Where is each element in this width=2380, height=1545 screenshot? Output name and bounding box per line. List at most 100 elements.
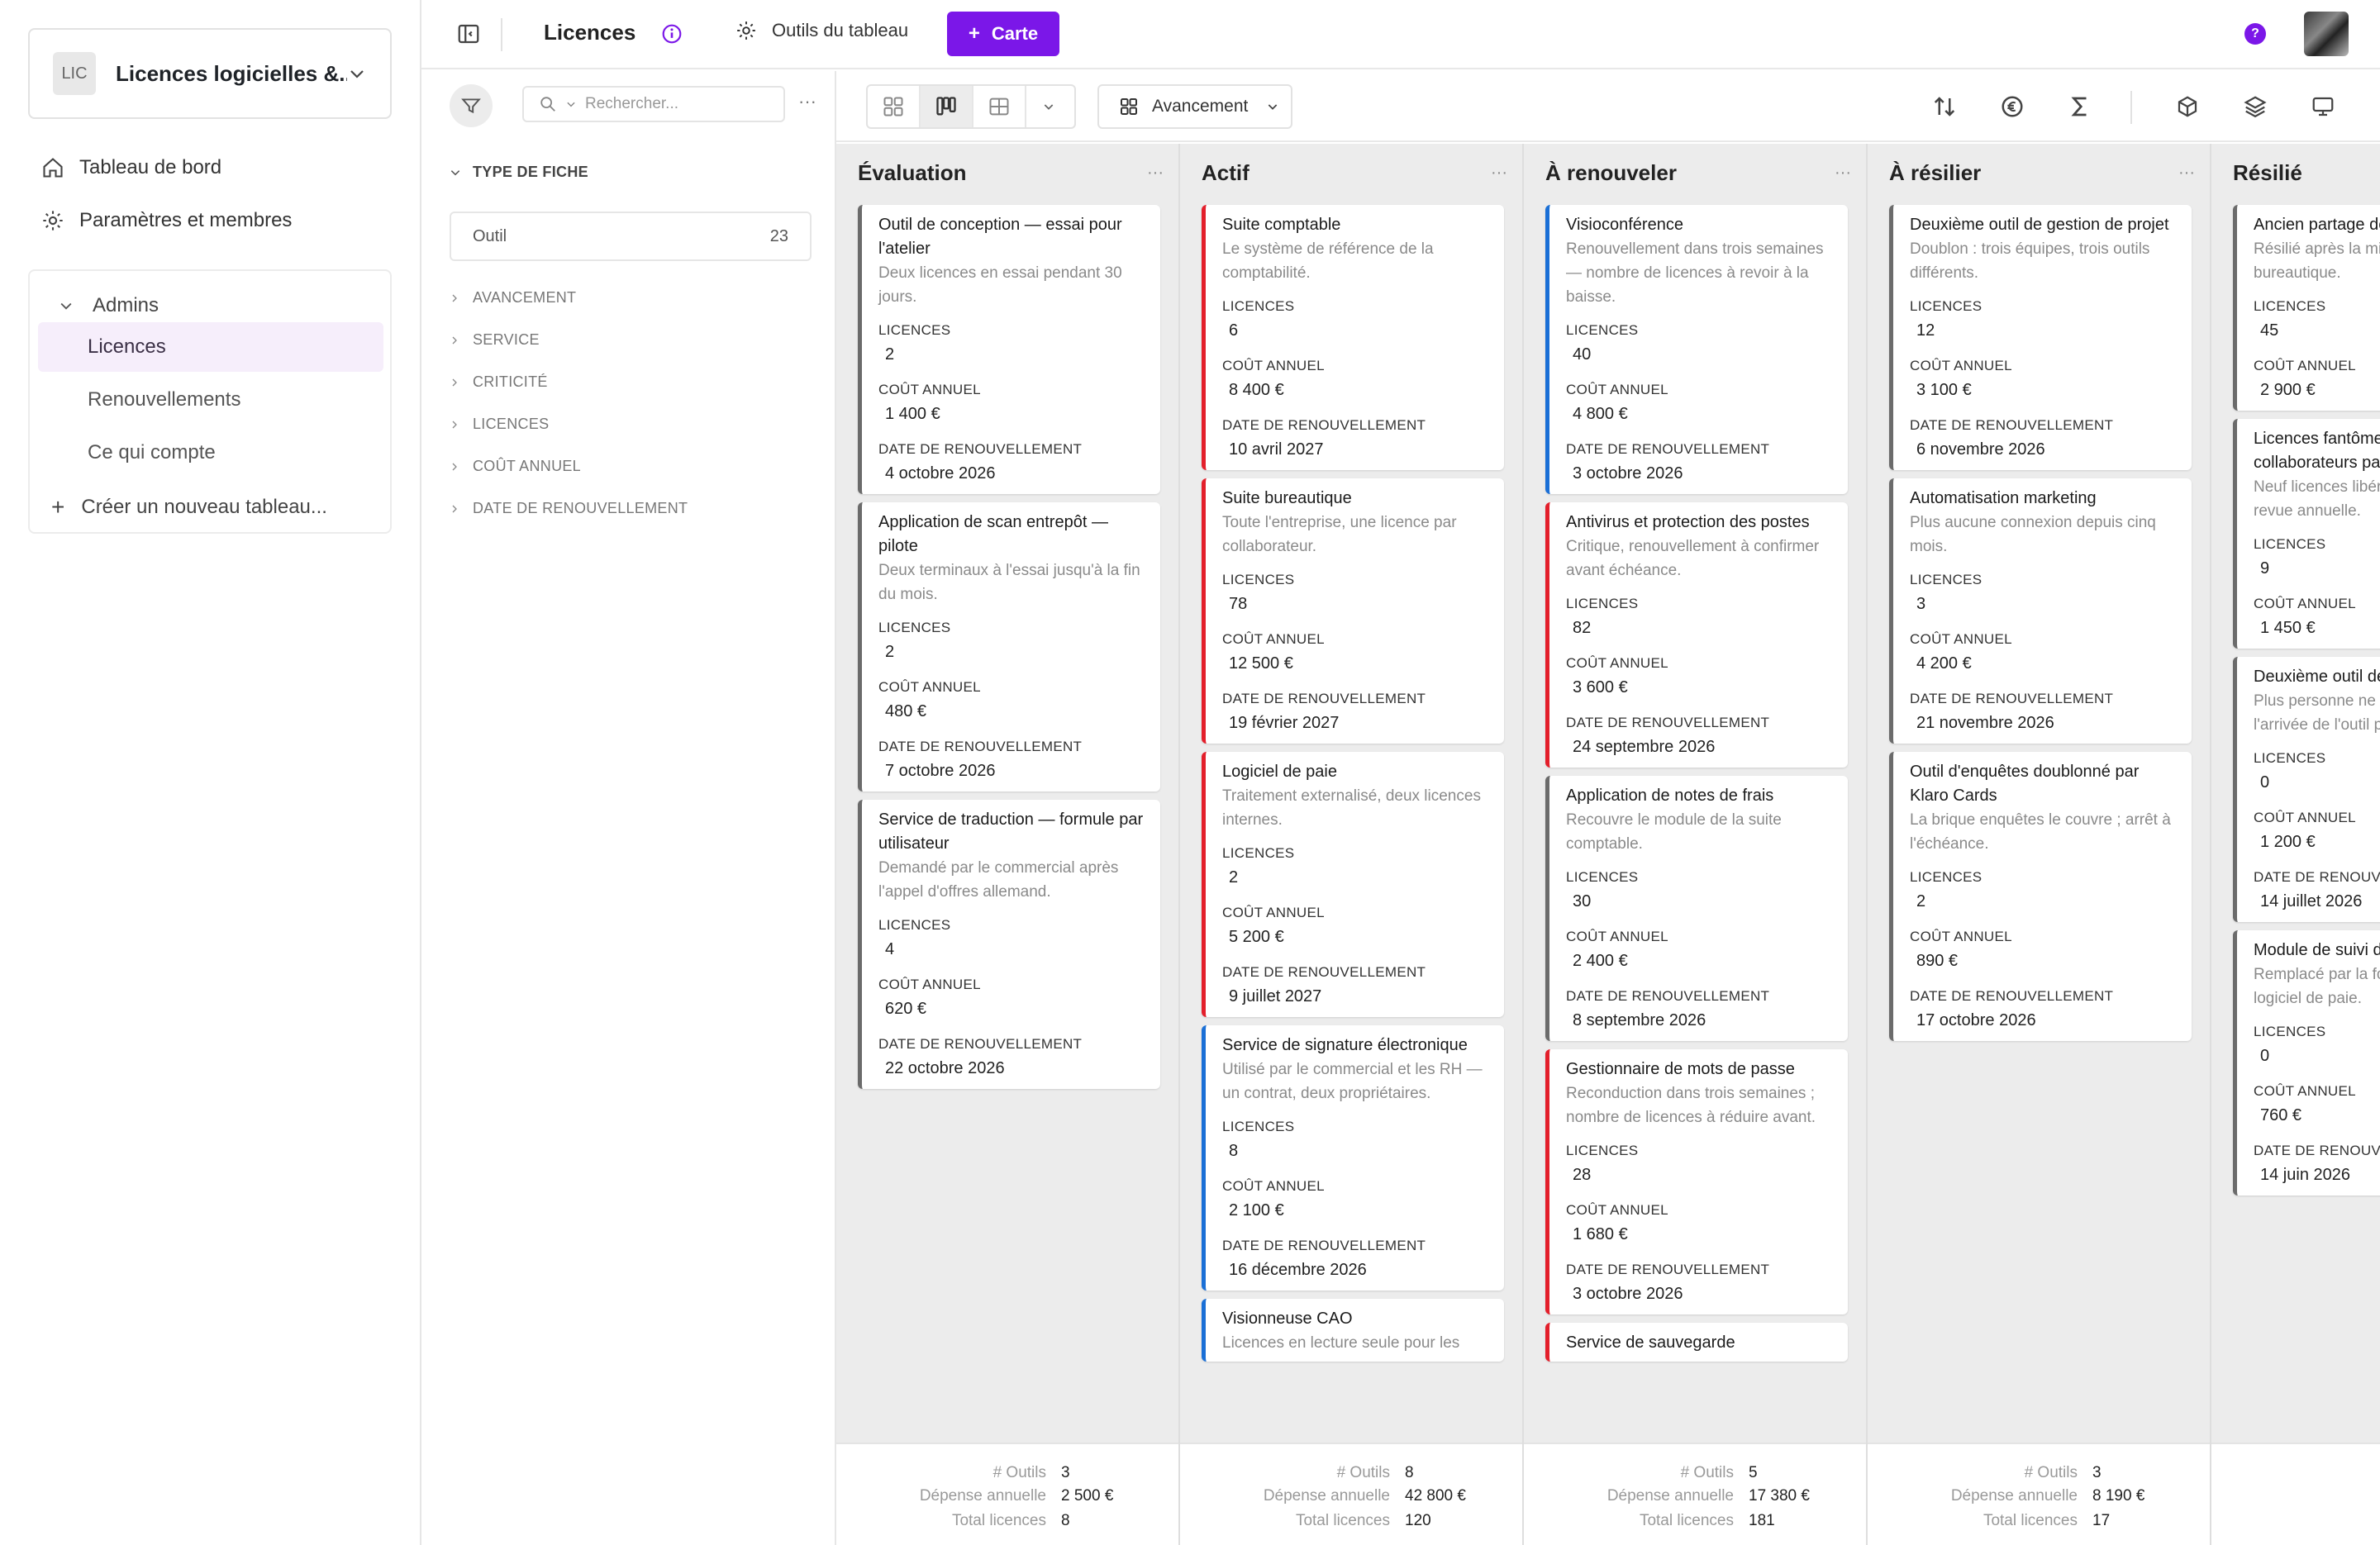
filter-row-label: COÛT ANNUEL <box>473 458 581 474</box>
column-menu-button[interactable]: ··· <box>1147 164 1164 182</box>
license-card[interactable]: Application de notes de frais Recouvre le… <box>1545 776 1848 1041</box>
add-card-label: Carte <box>991 23 1039 44</box>
view-board-button[interactable] <box>921 86 973 127</box>
new-board-button[interactable]: + Créer un nouveau tableau... <box>51 494 327 521</box>
filter-row-cout-annuel[interactable]: COÛT ANNUEL <box>450 458 581 475</box>
filter-section-type[interactable]: TYPE DE FICHE <box>450 164 588 181</box>
field-value-cost: 890 € <box>1916 952 1959 970</box>
column-menu-button[interactable]: ··· <box>2178 164 2195 182</box>
license-card[interactable]: Application de scan entrepôt — pilote Deu… <box>858 502 1160 792</box>
workspace-name: Licences logicielles &... <box>116 60 347 86</box>
card-spacer <box>2254 404 2380 411</box>
filter-row-service[interactable]: SERVICE <box>450 331 540 349</box>
license-card[interactable]: Visionneuse CAO Licences en lecture seule… <box>1202 1299 1504 1362</box>
field-value-licences: 82 <box>1573 619 1592 637</box>
field-value-cost: 1 400 € <box>885 405 940 423</box>
filter-row-date[interactable]: DATE DE RENOUVELLEMENT <box>450 500 688 517</box>
board-item-ce-qui-compte[interactable]: Ce qui compte <box>88 441 216 464</box>
license-card[interactable]: Suite bureautique Toute l'entreprise, une… <box>1202 478 1504 744</box>
layers-icon[interactable] <box>2243 94 2268 119</box>
card-title: Logiciel de paie <box>1222 763 1337 781</box>
license-card[interactable]: Deuxième outil de gestion de projet Doubl… <box>1889 205 2192 470</box>
add-card-button[interactable]: + Carte <box>947 12 1059 56</box>
filter-more-button[interactable]: ··· <box>798 91 816 112</box>
nav-dashboard[interactable]: Tableau de bord <box>41 147 221 188</box>
field-label-renewal: DATE DE RENOUVELLEMENT <box>1566 1262 1770 1277</box>
footer-row-count: # Outils 8 <box>1180 1464 1522 1489</box>
license-card[interactable]: Logiciel de paie Traitement externalisé, … <box>1202 752 1504 1017</box>
filter-row-licences[interactable]: LICENCES <box>450 416 549 433</box>
footer-label: Total licences <box>1639 1512 1734 1529</box>
field-label-renewal: DATE DE RENOUVELLEMENT <box>1222 964 1426 980</box>
workspace-switcher[interactable]: LIC Licences logicielles &... <box>28 28 392 119</box>
board-column: Évaluation ··· Outil de conception — essai… <box>836 144 1180 1545</box>
avatar[interactable] <box>2304 12 2349 56</box>
column-footer: # Outils 5 Dépense annuelle 17 380 € Total l… <box>1524 1443 1866 1545</box>
card-spacer <box>2254 915 2380 922</box>
field-label-cost: COÛT ANNUEL <box>878 977 981 992</box>
board-group: Admins Licences Renouvellements Ce qui c… <box>28 269 392 534</box>
column-menu-button[interactable]: ··· <box>1491 164 1507 182</box>
nav-settings-label: Paramètres et membres <box>79 209 293 231</box>
field-label-cost: COÛT ANNUEL <box>1910 358 2012 373</box>
monitor-icon[interactable] <box>2311 94 2335 119</box>
license-card[interactable]: Deuxième outil de visioconférence Plus pe… <box>2233 657 2380 922</box>
sidebar-toggle-icon[interactable] <box>456 21 481 46</box>
field-value-licences: 4 <box>885 940 895 958</box>
license-card[interactable]: Automatisation marketing Plus aucune conn… <box>1889 478 2192 744</box>
board-item-licences[interactable]: Licences <box>38 322 383 372</box>
filter-row-avancement[interactable]: AVANCEMENT <box>450 289 576 307</box>
card-title: Visionneuse CAO <box>1222 1310 1353 1328</box>
group-by-select[interactable]: Avancement <box>1097 84 1292 129</box>
card-description: Critique, renouvellement à confirmer ava… <box>1566 538 1820 579</box>
chevron-down-icon <box>1044 104 1054 110</box>
license-card[interactable]: Service de traduction — formule par util… <box>858 800 1160 1089</box>
group-toggle[interactable]: Admins <box>58 294 159 317</box>
license-card[interactable]: Suite comptable Le système de référence d… <box>1202 205 1504 470</box>
currency-icon[interactable] <box>2000 94 2025 119</box>
license-card[interactable]: Antivirus et protection des postes Critiq… <box>1545 502 1848 768</box>
field-label-renewal: DATE DE RENOUVELLEMENT <box>1566 715 1770 730</box>
footer-value: 3 <box>2092 1464 2102 1481</box>
license-card[interactable]: Service de signature électronique Utilisé… <box>1202 1025 1504 1291</box>
filter-icon <box>461 98 481 114</box>
card-description: Résilié après la migration vers la suite… <box>2254 240 2380 282</box>
nav-settings[interactable]: Paramètres et membres <box>41 200 292 241</box>
field-label-renewal: DATE DE RENOUVELLEMENT <box>1566 441 1770 457</box>
license-card[interactable]: Gestionnaire de mots de passe Reconductio… <box>1545 1049 1848 1314</box>
info-icon[interactable] <box>661 23 683 45</box>
view-more-dropdown[interactable] <box>1026 86 1071 127</box>
license-card[interactable]: Module de suivi des temps Remplacé par la… <box>2233 930 2380 1196</box>
filter-chip-outil[interactable]: Outil 23 <box>450 212 812 261</box>
license-card[interactable]: Outil de conception — essai pour l'ateli… <box>858 205 1160 494</box>
board-tools-button[interactable]: Outils du tableau <box>735 20 908 41</box>
license-card[interactable]: Licences fantômes des anciens collaborat… <box>2233 419 2380 649</box>
footer-row-spend: Dépense annuelle 8 190 € <box>1868 1487 2210 1512</box>
field-value-renewal: 8 septembre 2026 <box>1573 1011 1706 1029</box>
license-card[interactable]: Outil d'enquêtes doublonné par Klaro Car… <box>1889 752 2192 1041</box>
search-placeholder: Rechercher... <box>585 95 678 112</box>
license-card[interactable]: Visioconférence Renouvellement dans trois… <box>1545 205 1848 494</box>
view-table-button[interactable] <box>973 86 1026 127</box>
field-label-licences: LICENCES <box>878 917 951 933</box>
column-menu-button[interactable]: ··· <box>1835 164 1851 182</box>
board-item-renouvellements[interactable]: Renouvellements <box>88 388 241 411</box>
sum-icon[interactable] <box>2068 94 2092 119</box>
filter-button[interactable] <box>450 84 493 127</box>
license-card[interactable]: Ancien partage de fichiers Résilié après … <box>2233 205 2380 411</box>
field-value-renewal: 7 octobre 2026 <box>885 762 996 780</box>
search-input[interactable]: Rechercher... <box>522 86 785 122</box>
footer-value: 42 800 € <box>1405 1487 1466 1505</box>
card-spacer <box>1222 1284 1488 1291</box>
footer-label: Total licences <box>1295 1512 1390 1529</box>
view-grid-button[interactable] <box>868 86 921 127</box>
column-title: Évaluation <box>858 160 967 185</box>
topbar: Licences Outils du tableau + Carte ? <box>421 0 2380 69</box>
license-card[interactable]: Service de sauvegarde <box>1545 1323 1848 1362</box>
footer-value: 120 <box>1405 1512 1431 1529</box>
cube-icon[interactable] <box>2175 94 2200 119</box>
sort-icon[interactable] <box>1932 94 1957 119</box>
filter-row-criticite[interactable]: CRITICITÉ <box>450 373 548 391</box>
card-description: La brique enquêtes le couvre ; arrêt à l… <box>1910 811 2171 853</box>
help-icon[interactable]: ? <box>2244 23 2266 45</box>
